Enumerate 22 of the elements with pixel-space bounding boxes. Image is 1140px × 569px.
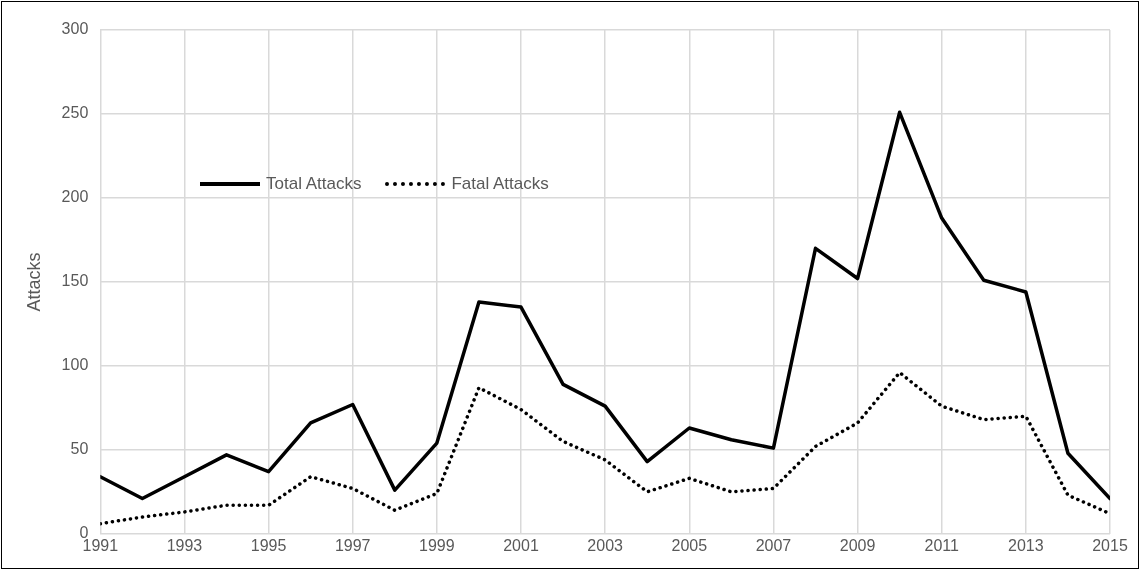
x-tick-label: 1997 [334, 536, 371, 554]
x-tick-label: 2005 [671, 536, 708, 554]
y-tick-label: 100 [61, 356, 89, 374]
y-tick-label: 300 [61, 20, 89, 38]
x-tick-label: 1993 [166, 536, 203, 554]
y-tick-label: 250 [61, 104, 89, 122]
x-tick-label: 2007 [755, 536, 792, 554]
x-tick-label: 1995 [250, 536, 287, 554]
y-tick-label: 150 [61, 272, 89, 290]
x-tick-label: 2013 [1008, 536, 1044, 554]
x-tick-label: 1999 [419, 536, 455, 554]
legend-label: Total Attacks [266, 174, 362, 194]
x-tick-label: 2003 [587, 536, 624, 554]
legend-label: Fatal Attacks [451, 174, 549, 194]
y-axis-title: Attacks [23, 252, 44, 312]
line-series [100, 370, 1110, 526]
x-tick-label: 2015 [1092, 536, 1128, 554]
x-tick-label: 2011 [924, 536, 960, 554]
x-tick-label: 2009 [839, 536, 876, 554]
x-tick-label: 2001 [503, 536, 539, 554]
y-tick-label: 50 [70, 440, 89, 458]
y-tick-label: 200 [61, 188, 89, 206]
